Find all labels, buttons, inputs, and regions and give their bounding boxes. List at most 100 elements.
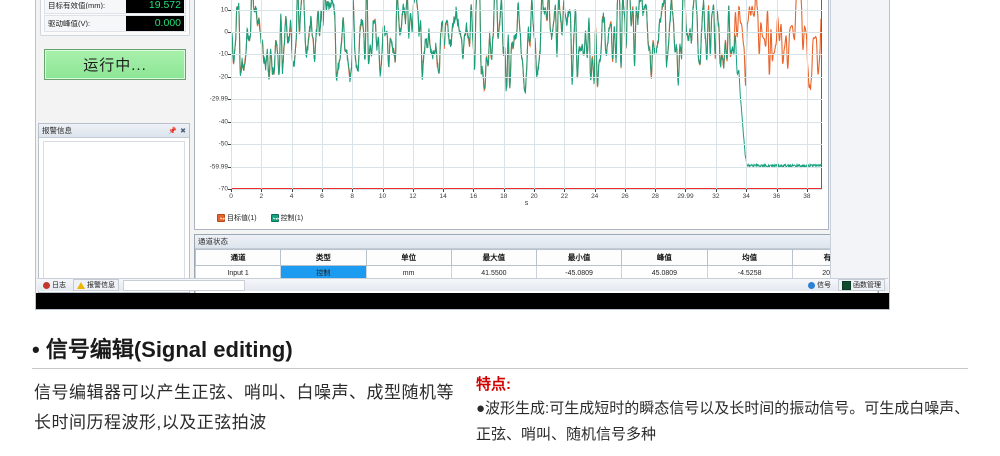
statusbar-alarm-button[interactable]: 报警信息 — [73, 279, 119, 291]
legend-checkbox-icon[interactable] — [217, 214, 225, 222]
gridline-vertical — [776, 0, 778, 189]
y-axis-tick-label: 10 — [220, 6, 228, 14]
x-axis-tick — [564, 189, 566, 192]
y-axis-tick — [228, 99, 231, 101]
statusbar-signal-button[interactable]: 信号 — [805, 280, 834, 290]
channel-status-table: 通道类型单位最大值最小值峰值均值有效值 Input 1控制mm41.5500-4… — [194, 249, 879, 281]
x-axis-tick — [594, 189, 596, 192]
x-axis-tick — [503, 189, 505, 192]
title-divider — [32, 368, 968, 369]
gridline-horizontal — [231, 9, 822, 11]
gridline-horizontal — [231, 166, 822, 168]
x-axis-tick — [715, 189, 717, 192]
legend-checkbox-icon[interactable] — [270, 214, 279, 222]
x-axis-tick-label: 22 — [560, 193, 568, 200]
readout-row-target-rms: 目标有效值(mm): 19.572 — [44, 0, 186, 14]
function-icon — [842, 280, 851, 290]
x-axis-tick-label: 26 — [621, 193, 629, 200]
y-axis-tick-label: -40 — [218, 118, 228, 126]
x-axis-tick — [352, 189, 354, 192]
log-icon — [43, 281, 50, 289]
legend-label: 目标值(1) — [227, 215, 257, 222]
pin-icon[interactable]: 📌 — [168, 127, 178, 135]
x-axis-tick — [382, 189, 384, 192]
features-title: 特点: — [476, 376, 511, 393]
gridline-vertical — [261, 0, 263, 189]
table-header-cell: 最小值 — [535, 249, 623, 266]
legend-item-control[interactable]: 控制(1) — [270, 213, 303, 223]
y-axis-tick-label: -59.99 — [209, 163, 228, 171]
gridline-vertical — [806, 0, 808, 189]
signal-chart-panel: 20100-10-20-29.99-40-50-59.99-70 0246810… — [194, 0, 829, 230]
gridline-vertical — [352, 0, 354, 189]
gridline-vertical — [564, 0, 566, 189]
x-axis-tick — [625, 189, 626, 192]
x-axis-tick-label: 38 — [803, 193, 811, 200]
x-axis-tick-label: 8 — [350, 193, 355, 200]
alarm-panel-body — [43, 141, 185, 288]
gridline-vertical — [594, 0, 596, 189]
y-axis-tick-label: -50 — [218, 140, 228, 148]
gridline-horizontal — [231, 99, 822, 101]
warning-triangle-icon — [77, 281, 85, 289]
gridline-horizontal — [231, 144, 822, 146]
y-axis-tick-label: -10 — [218, 50, 228, 58]
x-axis-tick — [806, 189, 808, 192]
statusbar-message-field — [123, 279, 245, 291]
gridline-vertical — [443, 0, 445, 189]
features-paragraph: ●波形生成:可生成短时的瞬态信号以及长时间的振动信号。可生成白噪声、正弦、哨叫、… — [476, 400, 970, 443]
x-axis-tick-label: 36 — [772, 193, 781, 200]
gridline-vertical — [655, 0, 657, 189]
x-axis-tick-label: 29.99 — [677, 193, 694, 200]
channel-status-title: 通道状态 — [198, 237, 228, 246]
table-header-cell: 峰值 — [621, 249, 708, 266]
table-header-cell: 单位 — [365, 249, 452, 266]
chart-legend: 目标值(1) 控制(1) — [217, 213, 303, 223]
readout-panel: 控制有效值(mm): 20.0103 目标有效值(mm): 19.572 驱动峰… — [40, 0, 190, 36]
gridline-horizontal — [231, 189, 822, 190]
gridline-vertical — [291, 0, 293, 189]
x-axis-tick — [443, 189, 445, 192]
table-header-cell: 最大值 — [450, 249, 538, 266]
x-axis-tick — [231, 189, 232, 192]
y-axis-tick-label: 0 — [224, 28, 228, 36]
readout-row-drive-peak: 驱动峰值(V): 0.000 — [44, 15, 186, 32]
x-axis-tick — [321, 189, 323, 192]
close-icon[interactable]: ✖ — [180, 127, 186, 135]
alarm-panel-title: 报警信息 — [42, 126, 72, 135]
x-axis-tick-label: 2 — [259, 193, 264, 200]
x-axis-tick-label: 6 — [320, 193, 324, 200]
x-axis-tick — [291, 189, 293, 192]
y-axis-tick-label: -20 — [218, 73, 228, 81]
x-axis-tick-label: 20 — [530, 193, 538, 200]
statusbar-function-button[interactable]: 函数管理 — [838, 279, 885, 291]
legend-item-target[interactable]: 目标值(1) — [217, 213, 257, 223]
x-axis-tick-label: 32 — [712, 193, 720, 200]
y-axis-tick — [228, 32, 231, 34]
chart-series-canvas — [232, 0, 821, 188]
readout-value: 0.000 — [126, 16, 184, 31]
run-status-button[interactable]: 运行中... — [44, 49, 186, 80]
statusbar-log-button[interactable]: 日志 — [40, 280, 69, 290]
y-axis-tick — [228, 9, 231, 11]
x-axis-tick-label: 34 — [742, 193, 750, 200]
table-header-cell: 均值 — [706, 249, 793, 266]
gridline-vertical — [685, 0, 687, 189]
x-axis-tick-label: 0 — [229, 193, 233, 200]
status-bar: 日志 报警信息 信号 函数管理 — [37, 278, 888, 291]
y-axis-tick-label: -29.99 — [209, 95, 228, 103]
chart-plot-area: 20100-10-20-29.99-40-50-59.99-70 0246810… — [210, 0, 822, 207]
info-icon — [808, 281, 815, 289]
gridline-vertical — [534, 0, 536, 189]
right-side-rail — [830, 0, 889, 289]
gridline-vertical — [715, 0, 717, 189]
channel-status-titlebar: 通道状态 📌 ✖ — [195, 235, 878, 249]
readout-value: 19.572 — [126, 0, 184, 13]
x-axis-tick — [261, 189, 263, 192]
statusbar-function-label: 函数管理 — [853, 282, 881, 289]
x-axis-tick-label: 18 — [500, 193, 508, 200]
gridline-vertical — [625, 0, 626, 189]
gridline-vertical — [231, 0, 232, 189]
page-title: • 信号编辑(Signal editing) — [32, 337, 293, 362]
